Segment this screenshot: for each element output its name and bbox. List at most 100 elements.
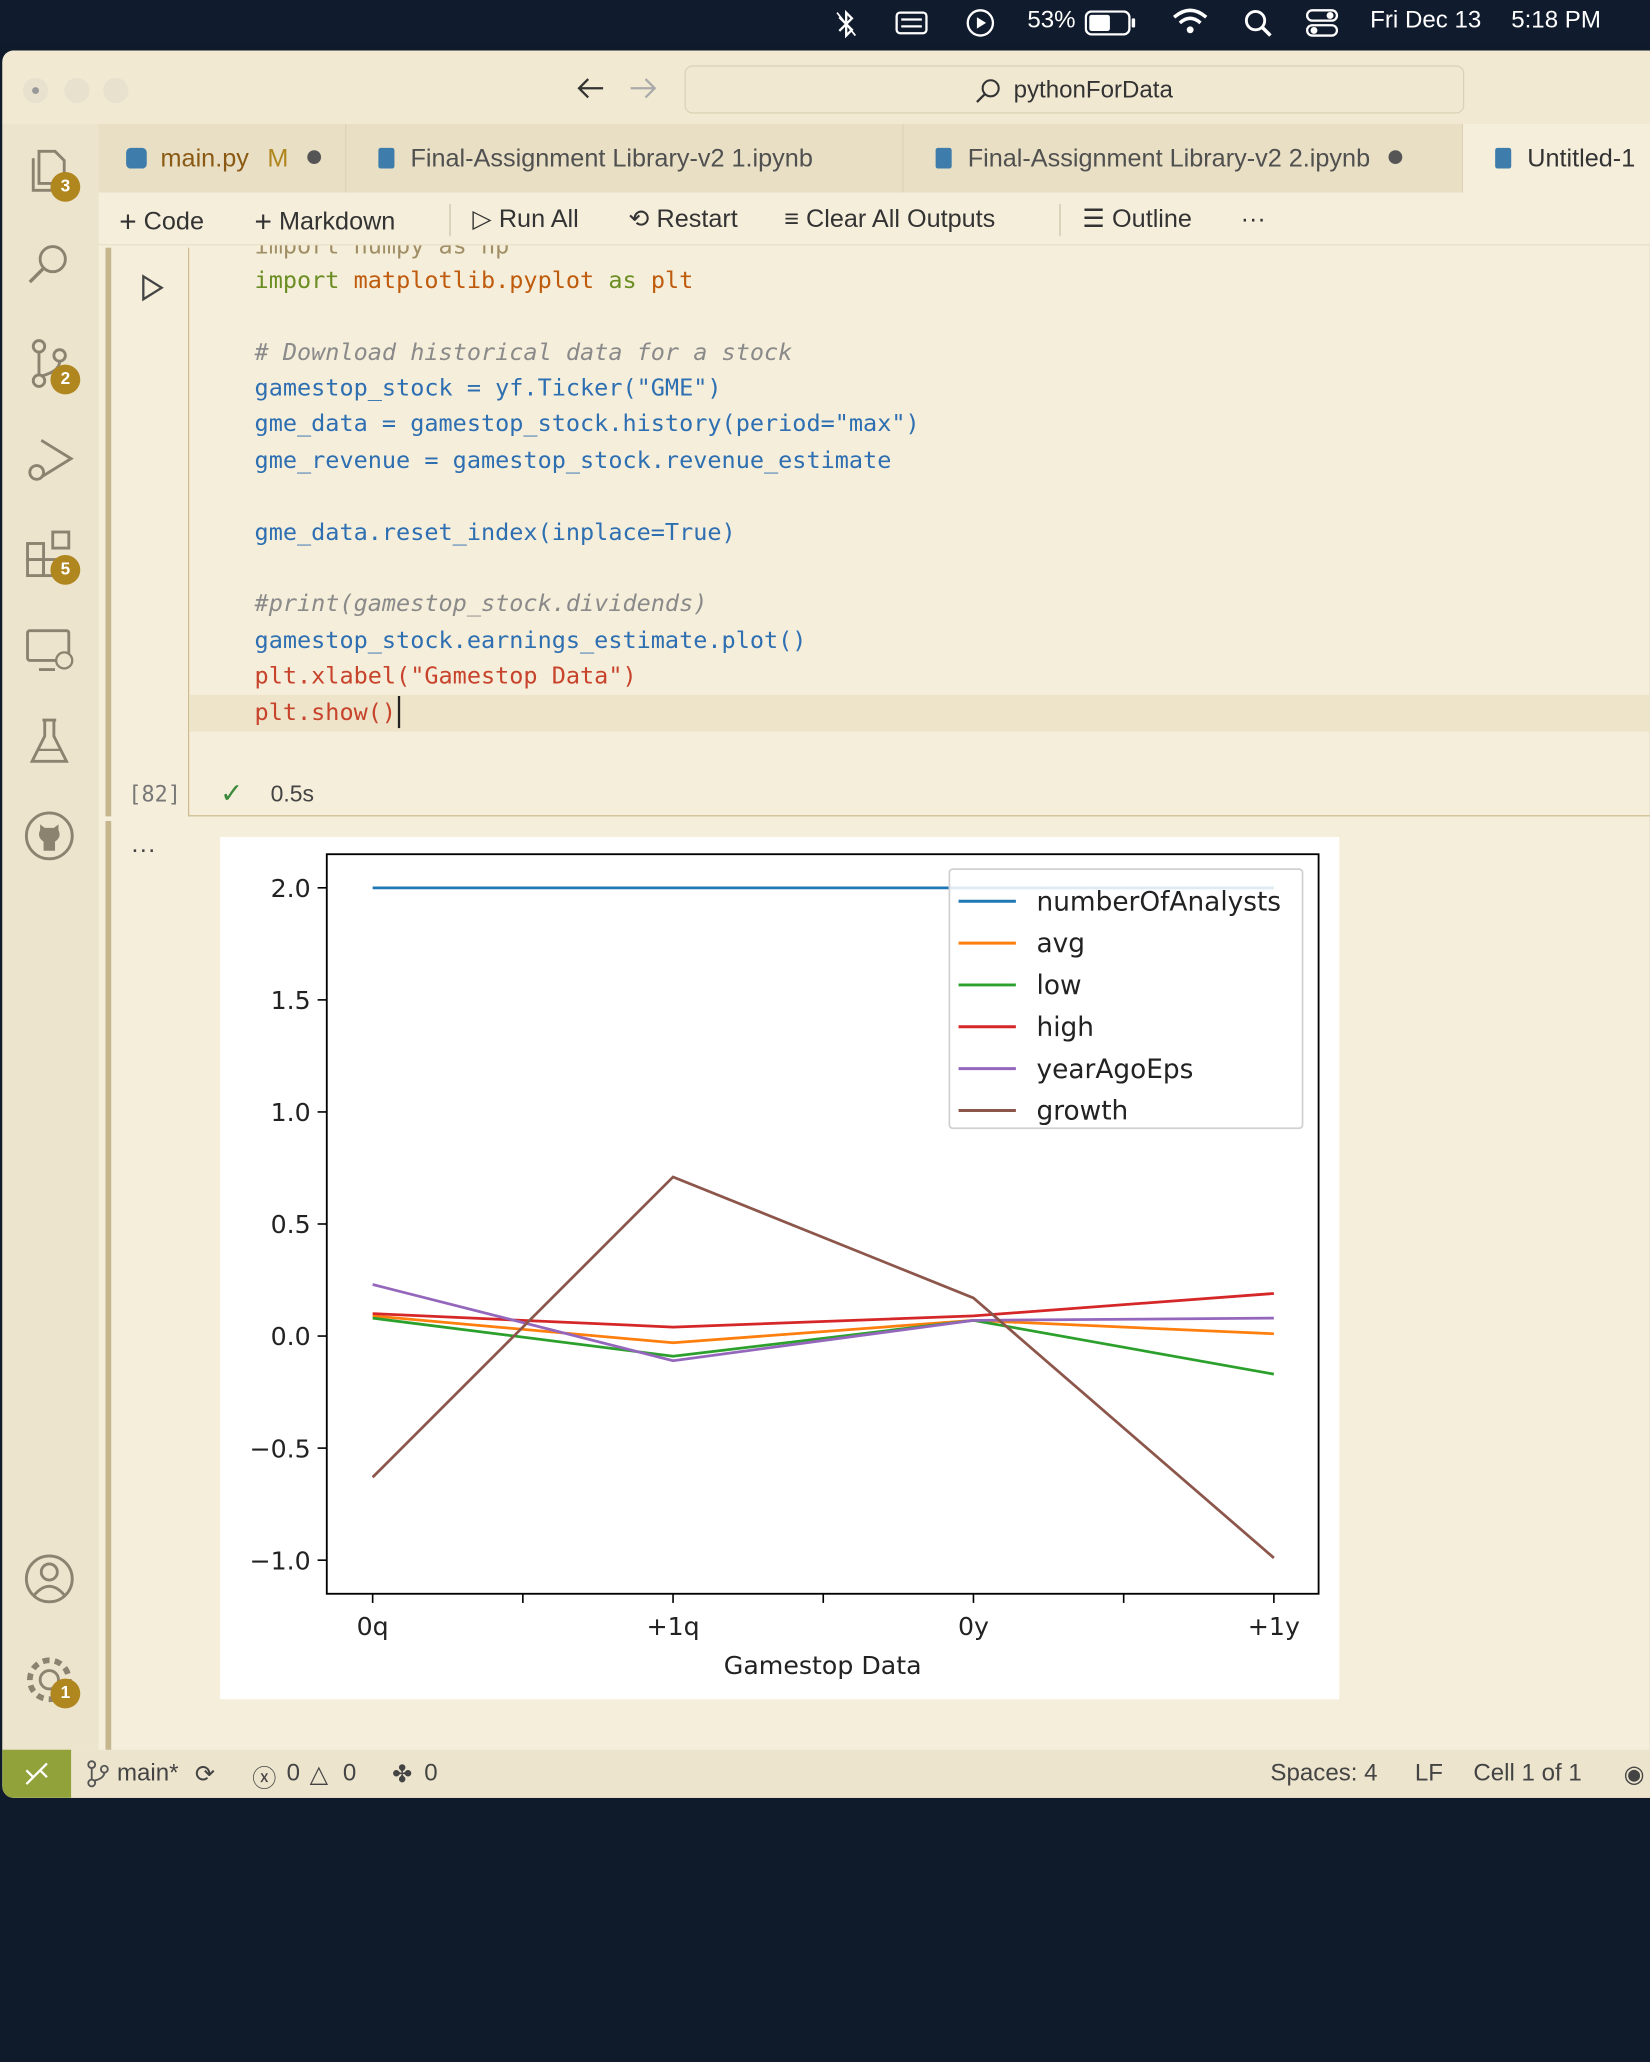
notifications-icon[interactable]: ◉	[1623, 1761, 1645, 1788]
toolbar-divider	[1059, 204, 1061, 237]
clear-outputs-icon: ≡	[784, 204, 800, 233]
branch-name[interactable]: main*	[116, 1760, 179, 1787]
outline-button[interactable]: ☰ Outline	[1082, 204, 1192, 233]
extensions-badge: 5	[50, 554, 81, 585]
plus-icon: +	[254, 204, 272, 239]
source-control-icon[interactable]: 2	[23, 337, 81, 395]
notebook-icon	[1495, 147, 1512, 169]
testing-flask-icon[interactable]	[23, 715, 76, 768]
menubar-time[interactable]: 5:18 PM	[1511, 6, 1601, 34]
activity-bar: 3 2 5	[2, 123, 99, 1750]
x-axis-label: Gamestop Data	[724, 1651, 922, 1680]
warning-icon[interactable]: △	[309, 1761, 329, 1788]
remote-explorer-icon[interactable]	[23, 624, 76, 677]
explorer-icon[interactable]: 3	[23, 144, 81, 202]
extensions-icon[interactable]: 5	[23, 527, 81, 585]
tab-label: Untitled-1	[1527, 143, 1636, 172]
sync-icon[interactable]: ⟳	[194, 1761, 216, 1788]
tab-modified-badge: M	[267, 143, 289, 172]
zoom-window-button[interactable]	[103, 77, 129, 104]
run-cell-icon[interactable]	[140, 273, 165, 303]
settings-gear-icon[interactable]: 1	[23, 1653, 81, 1709]
error-count[interactable]: 0	[286, 1760, 301, 1787]
search-icon	[976, 79, 1000, 103]
y-tick-label: −0.5	[249, 1434, 310, 1463]
spotlight-icon[interactable]	[1243, 8, 1273, 38]
series-line-avg	[372, 1314, 1274, 1345]
text-cursor	[397, 695, 401, 729]
source-control-badge: 2	[50, 364, 81, 395]
cell-focus-indicator	[105, 247, 112, 817]
legend-label: yearAgoEps	[1037, 1055, 1194, 1085]
github-icon[interactable]	[23, 809, 76, 862]
series-line-high	[372, 1292, 1274, 1329]
output-more-button[interactable]: ···	[130, 834, 156, 864]
control-center-icon[interactable]	[1305, 7, 1339, 39]
y-tick-label: 1.5	[271, 986, 311, 1015]
tab-untitled-1[interactable]: Untitled-1	[1463, 123, 1650, 193]
y-tick-label: 1.0	[271, 1098, 311, 1127]
keyboard-icon[interactable]	[894, 10, 928, 35]
remote-indicator[interactable]	[2, 1749, 72, 1798]
warning-count[interactable]: 0	[342, 1760, 357, 1787]
x-tick-label: 0q	[357, 1612, 389, 1641]
series-line-growth	[371, 1175, 1275, 1559]
series-line-yearAgoEps	[372, 1283, 1274, 1363]
add-code-cell-button[interactable]: + Code	[119, 204, 204, 239]
run-all-button[interactable]: ▷ Run All	[472, 204, 579, 233]
bluetooth-icon[interactable]	[834, 9, 859, 39]
code-line-5: gme_revenue = gamestop_stock.revenue_est…	[254, 446, 892, 474]
back-arrow-icon[interactable]	[576, 76, 606, 101]
editor-tabs: main.py M Final-Assignment Library-v2 1.…	[98, 123, 1650, 193]
python-icon	[126, 147, 147, 169]
run-debug-icon[interactable]	[23, 433, 76, 486]
execution-duration: 0.5s	[270, 781, 314, 808]
menubar-date[interactable]: Fri Dec 13	[1370, 6, 1482, 34]
end-of-line-setting[interactable]: LF	[1414, 1760, 1444, 1787]
notebook-toolbar: + Code + Markdown ▷ Run All ⟲ Restart ≡ …	[98, 192, 1650, 246]
close-window-button[interactable]	[22, 77, 49, 104]
output-focus-indicator	[105, 820, 112, 1798]
code-line-11: plt.xlabel("Gamestop Data")	[254, 661, 637, 690]
more-actions-button[interactable]: ···	[1240, 204, 1266, 233]
play-icon[interactable]	[965, 8, 995, 38]
y-tick-label: 0.5	[271, 1210, 311, 1239]
current-line-highlight	[189, 694, 1650, 732]
indentation-setting[interactable]: Spaces: 4	[1270, 1760, 1378, 1787]
minimize-window-button[interactable]	[64, 77, 90, 104]
code-cell-editor[interactable]	[188, 247, 1650, 817]
clear-all-outputs-button[interactable]: ≡ Clear All Outputs	[784, 204, 996, 233]
tab-label: Final-Assignment Library-v2 2.ipynb	[967, 143, 1371, 172]
accounts-icon[interactable]	[23, 1552, 76, 1605]
code-line-10: gamestop_stock.earnings_estimate.plot()	[254, 626, 807, 654]
restart-icon: ⟲	[628, 204, 650, 233]
restart-button[interactable]: ⟲ Restart	[628, 204, 738, 233]
forward-arrow-icon[interactable]	[628, 76, 658, 101]
tab-final-assignment-2[interactable]: Final-Assignment Library-v2 2.ipynb	[904, 123, 1464, 193]
battery-percent: 53%	[1027, 6, 1076, 34]
ports-count[interactable]: 0	[424, 1760, 438, 1787]
battery-icon[interactable]	[1084, 10, 1138, 36]
tab-final-assignment-1[interactable]: Final-Assignment Library-v2 1.ipynb	[346, 123, 904, 193]
vscode-window: pythonForData 3 2 5	[2, 50, 1650, 1798]
wifi-icon[interactable]	[1172, 7, 1209, 37]
command-center-search[interactable]: pythonForData	[684, 65, 1465, 114]
notebook-icon	[935, 147, 952, 169]
x-tick-label: +1y	[1248, 1612, 1300, 1641]
y-tick-label: −1.0	[249, 1546, 310, 1575]
search-sidebar-icon[interactable]	[23, 238, 76, 291]
line-chart: −1.0 −0.5 0.0 0.5 1.0 1.5 2.0 0q +1q 0y +1y Gamesto…	[249, 853, 1320, 1680]
add-markdown-cell-button[interactable]: + Markdown	[254, 204, 396, 239]
plot-output: −1.0 −0.5 0.0 0.5 1.0 1.5 2.0 0q +1q 0y +1y Gamesto…	[220, 837, 1340, 1700]
unsaved-dot	[1388, 150, 1403, 164]
tab-main-py[interactable]: main.py M	[99, 123, 347, 193]
ports-icon[interactable]: ✤	[392, 1761, 413, 1788]
tab-label: main.py	[160, 143, 249, 172]
legend-label: avg	[1037, 929, 1085, 959]
toolbar-divider	[449, 204, 451, 237]
run-all-icon: ▷	[472, 204, 492, 233]
code-line-2: import matplotlib.pyplot as plt	[254, 266, 694, 294]
error-icon[interactable]: ⓧ	[252, 1765, 277, 1793]
cell-position[interactable]: Cell 1 of 1	[1473, 1760, 1582, 1787]
legend-label: numberOfAnalysts	[1037, 887, 1282, 917]
